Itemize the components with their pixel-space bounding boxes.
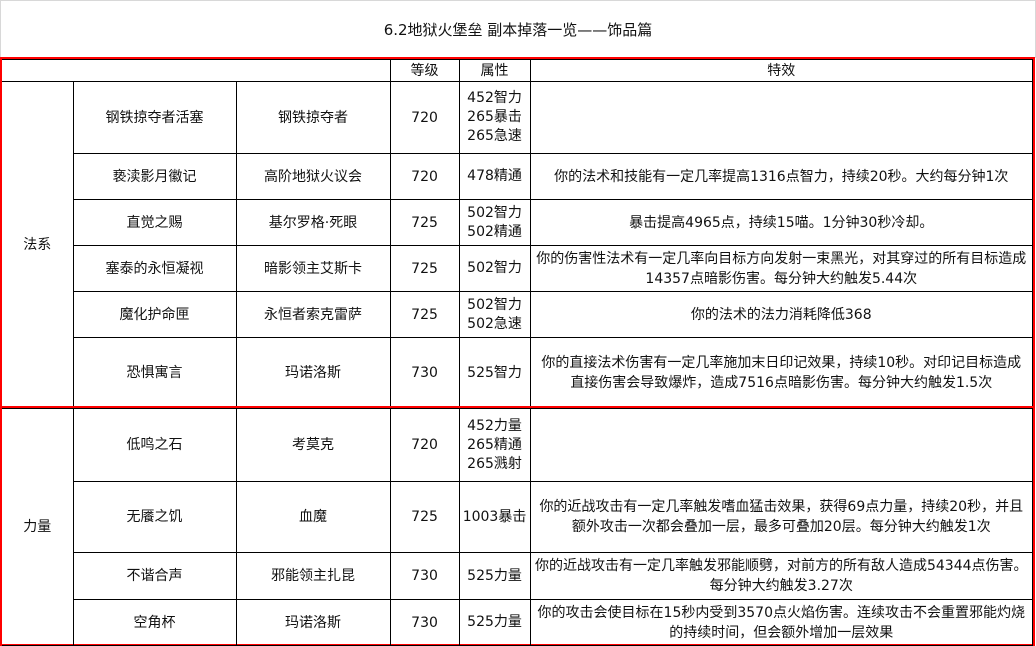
table-row: 亵渎影月徽记 高阶地狱火议会 720 478精通 你的法术和技能有一定几率提高1316点… (2, 153, 1034, 200)
header-blank (2, 59, 391, 82)
table-row: 无餍之饥 血魔 725 1003暴击 你的近战攻击有一定几率触发嗜血猛击效果，获得69点… (2, 481, 1034, 553)
boss-cell: 玛诺洛斯 (235, 599, 391, 646)
item-name-cell: 亵渎影月徽记 (72, 153, 237, 200)
effect-cell: 你的近战攻击有一定几率触发邪能顺劈，对前方的所有敌人造成54344点伤害。每分钟… (529, 552, 1034, 600)
boss-cell: 暗影领主艾斯卡 (235, 245, 391, 292)
effect-cell: 你的攻击会使目标在15秒内受到3570点火焰伤害。连续攻击不会重置邪能灼烧的持续… (529, 599, 1034, 646)
boss-cell: 玛诺洛斯 (235, 337, 391, 409)
boss-cell: 血魔 (235, 481, 391, 553)
table-row: 塞泰的永恒凝视 暗影领主艾斯卡 725 502智力 你的伤害性法术有一定几率向目标方向发… (2, 245, 1034, 292)
item-name-cell: 魔化护命匣 (72, 291, 237, 338)
level-cell: 730 (389, 337, 460, 409)
category-cell: 法系 (2, 81, 74, 409)
level-cell: 720 (389, 153, 460, 200)
table-row: 魔化护命匣 永恒者索克雷萨 725 502智力 502急速 你的法术的法力消耗降低368 (2, 291, 1034, 338)
effect-cell: 你的法术和技能有一定几率提高1316点智力，持续20秒。大约每分钟1次 (529, 153, 1034, 200)
boss-cell: 基尔罗格·死眼 (235, 199, 391, 246)
effect-cell (529, 81, 1034, 154)
level-cell: 730 (389, 599, 460, 646)
level-cell: 730 (389, 552, 460, 600)
header-row: 等级 属性 特效 (2, 59, 1034, 82)
stats-cell: 502智力 502精通 (458, 199, 531, 246)
trinket-table: 等级 属性 特效 法系 钢铁掠夺者活塞 钢铁掠夺者 720 452智力 265暴击 26… (2, 59, 1034, 646)
effect-cell: 你的直接法术伤害有一定几率施加末日印记效果，持续10秒。对印记目标造成直接伤害会… (529, 337, 1034, 409)
level-cell: 725 (389, 481, 460, 553)
stats-cell: 478精通 (458, 153, 531, 200)
boss-cell: 邪能领主扎昆 (235, 552, 391, 600)
item-name-cell: 恐惧寓言 (72, 337, 237, 409)
item-name-cell: 无餍之饥 (72, 481, 237, 553)
stats-cell: 502智力 502急速 (458, 291, 531, 338)
table-row: 恐惧寓言 玛诺洛斯 730 525智力 你的直接法术伤害有一定几率施加末日印记效果，持续… (2, 337, 1034, 409)
stats-cell: 525智力 (458, 337, 531, 409)
stats-cell: 1003暴击 (458, 481, 531, 553)
table-row: 法系 钢铁掠夺者活塞 钢铁掠夺者 720 452智力 265暴击 265急速 (2, 81, 1034, 409)
table-row: 空角杯 玛诺洛斯 730 525力量 你的攻击会使目标在15秒内受到3570点火焰伤害。… (2, 599, 1034, 646)
effect-cell: 暴击提高4965点，持续15喵。1分钟30秒冷却。 (529, 199, 1034, 246)
item-name-cell: 钢铁掠夺者活塞 (72, 81, 237, 154)
group-separator (0, 406, 1035, 408)
stats-cell: 452智力 265暴击 265急速 (458, 81, 531, 154)
header-level: 等级 (389, 59, 460, 82)
item-name-cell: 塞泰的永恒凝视 (72, 245, 237, 292)
item-name-cell: 低鸣之石 (72, 408, 237, 482)
boss-cell: 高阶地狱火议会 (235, 153, 391, 200)
table-row: 直觉之赐 基尔罗格·死眼 725 502智力 502精通 暴击提高4965点，持续15喵… (2, 199, 1034, 246)
item-name-cell: 不谐合声 (72, 552, 237, 600)
level-cell: 725 (389, 199, 460, 246)
effect-cell (529, 408, 1034, 482)
category-cell: 力量 (2, 408, 74, 646)
stats-cell: 525力量 (458, 599, 531, 646)
stats-cell: 502智力 (458, 245, 531, 292)
header-effect: 特效 (529, 59, 1034, 82)
level-cell: 725 (389, 245, 460, 292)
item-name-cell: 空角杯 (72, 599, 237, 646)
level-cell: 725 (389, 291, 460, 338)
table-row: 不谐合声 邪能领主扎昆 730 525力量 你的近战攻击有一定几率触发邪能顺劈，对前方的… (2, 552, 1034, 600)
level-cell: 720 (389, 408, 460, 482)
effect-cell: 你的近战攻击有一定几率触发嗜血猛击效果，获得69点力量，持续20秒，并且额外攻击… (529, 481, 1034, 553)
table-row: 力量 低鸣之石 考莫克 720 452力量 265精通 265溅射 (2, 408, 1034, 646)
effect-cell: 你的法术的法力消耗降低368 (529, 291, 1034, 338)
boss-cell: 永恒者索克雷萨 (235, 291, 391, 338)
boss-cell: 钢铁掠夺者 (235, 81, 391, 154)
stats-cell: 452力量 265精通 265溅射 (458, 408, 531, 482)
item-name-cell: 直觉之赐 (72, 199, 237, 246)
level-cell: 720 (389, 81, 460, 154)
stats-cell: 525力量 (458, 552, 531, 600)
boss-cell: 考莫克 (235, 408, 391, 482)
page-title: 6.2地狱火堡垒 副本掉落一览——饰品篇 (0, 0, 1036, 58)
effect-cell: 你的伤害性法术有一定几率向目标方向发射一束黑光，对其穿过的所有目标造成14357… (529, 245, 1034, 292)
header-stats: 属性 (458, 59, 531, 82)
